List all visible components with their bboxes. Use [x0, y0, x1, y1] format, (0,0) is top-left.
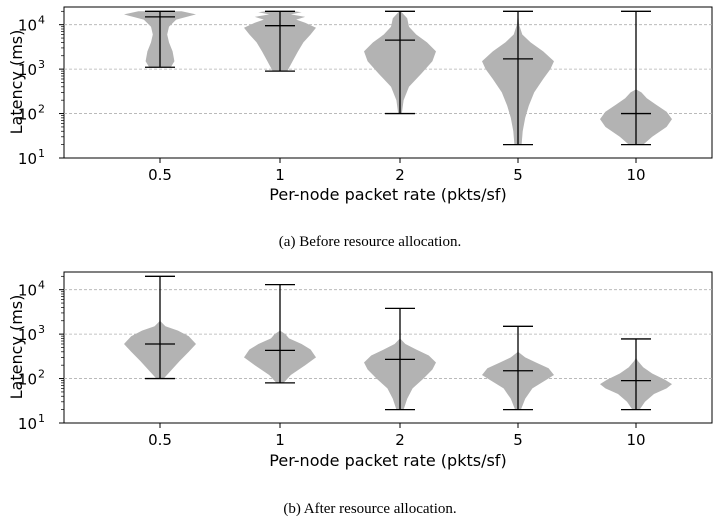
x-tick-label-a-1: 1: [275, 166, 285, 184]
x-tick-label-a-2: 2: [395, 166, 405, 184]
y-tick-label-a-2: 10: [18, 61, 37, 79]
x-tick-label-b-10: 10: [626, 431, 645, 449]
y-axis-label-a: Latency (ms): [7, 30, 26, 135]
caption-a: (a) Before resource allocation.: [279, 234, 461, 250]
y-tick-label-a-1: 10: [18, 106, 37, 124]
x-tick-label-a-10: 10: [626, 166, 645, 184]
x-tick-label-a-5: 5: [513, 166, 523, 184]
y-tick-exp-a-1: 2: [38, 103, 45, 116]
y-tick-label-b-2: 10: [18, 326, 37, 344]
x-tick-label-b-1: 1: [275, 431, 285, 449]
y-tick-label-a-0: 10: [18, 150, 37, 168]
y-tick-exp-a-0: 1: [38, 147, 45, 160]
violins-b: [124, 275, 672, 411]
y-tick-exp-b-0: 1: [38, 412, 45, 425]
x-tick-label-b-2: 2: [395, 431, 405, 449]
y-tick-label-b-3: 10: [18, 282, 37, 300]
y-tick-label-a-3: 10: [18, 17, 37, 35]
y-tick-exp-b-2: 3: [38, 323, 45, 336]
y-axis-label-b: Latency (ms): [7, 295, 26, 400]
y-tick-label-b-1: 10: [18, 371, 37, 389]
y-tick-label-b-0: 10: [18, 415, 37, 433]
x-tick-label-a-0.5: 0.5: [148, 166, 172, 184]
violins-a: [124, 10, 672, 146]
grid-a: [64, 24, 712, 114]
caption-b: (b) After resource allocation.: [283, 501, 456, 517]
x-axis-label-a: Per-node packet rate (pkts/sf): [269, 185, 506, 204]
x-axis-label-b: Per-node packet rate (pkts/sf): [269, 451, 506, 470]
x-tick-label-b-5: 5: [513, 431, 523, 449]
y-tick-exp-b-1: 2: [38, 368, 45, 381]
x-tick-label-b-0.5: 0.5: [148, 431, 172, 449]
y-tick-exp-b-3: 4: [38, 279, 45, 292]
y-tick-exp-a-2: 3: [38, 58, 45, 71]
x-ticks-a: 0.5 1 2 5 10: [148, 158, 646, 184]
y-tick-exp-a-3: 4: [38, 14, 45, 27]
x-ticks-b: 0.5 1 2 5 10: [148, 423, 646, 449]
